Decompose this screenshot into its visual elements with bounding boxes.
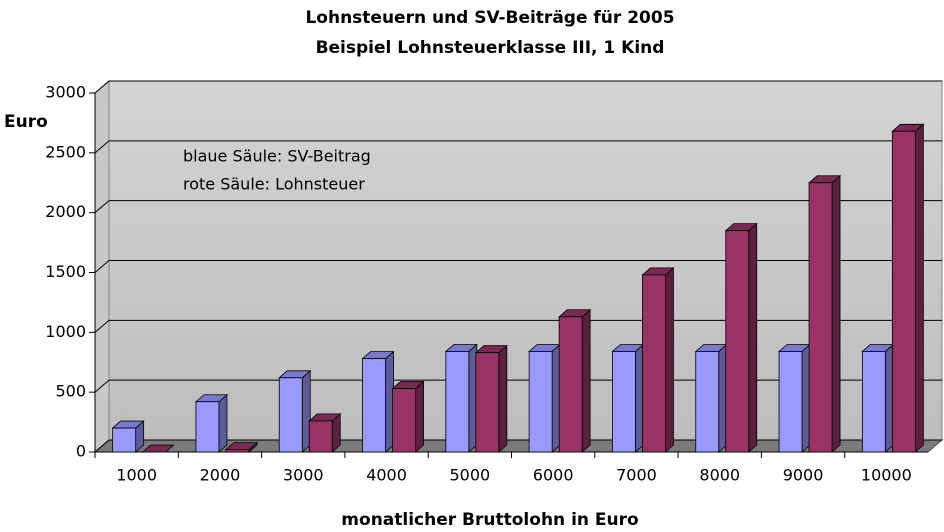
y-tick-label: 3000 (45, 83, 86, 102)
grid-line-side (94, 379, 110, 393)
grid-line-side (94, 319, 110, 333)
bar (612, 351, 636, 453)
bar-side (498, 344, 508, 453)
x-tick-label: 8000 (699, 466, 740, 485)
bar-top (141, 444, 175, 453)
bar (308, 420, 333, 453)
bar (725, 230, 750, 453)
chart-title: Lohnsteuern und SV-Beiträge für 2005 (305, 8, 674, 28)
bar (861, 351, 886, 453)
annotation: rote Säule: Lohnsteuer (183, 175, 365, 194)
x-axis-label: monatlicher Bruttolohn in Euro (341, 510, 638, 530)
bar-side (581, 308, 591, 453)
x-tick-label: 1000 (116, 466, 157, 485)
bar (195, 401, 220, 453)
bar-side (665, 267, 674, 453)
grid-line-side (94, 80, 110, 94)
chart-subtitle: Beispiel Lohnsteuerklasse III, 1 Kind (316, 38, 665, 58)
grid-line-side (94, 200, 110, 214)
y-tick-label: 0 (76, 442, 86, 461)
bar (891, 130, 916, 453)
bar (225, 449, 250, 453)
bar (392, 388, 416, 453)
y-tick-label: 1500 (45, 262, 86, 281)
x-tick-label: 3000 (283, 466, 324, 485)
x-tick-label: 5000 (449, 466, 490, 485)
grid-line-side (94, 439, 110, 453)
bar-side (218, 393, 228, 453)
bar (278, 377, 303, 453)
y-tick-label: 2500 (45, 142, 86, 161)
x-tick-label: 7000 (616, 466, 657, 485)
bar-side (831, 174, 841, 453)
x-tick-label: 6000 (533, 466, 574, 485)
bar (778, 351, 803, 453)
bar (695, 351, 720, 453)
bar (808, 182, 833, 453)
bar (475, 352, 500, 453)
bar (558, 316, 583, 453)
x-tick-label: 9000 (783, 466, 824, 485)
annotation: blaue Säule: SV-Beitrag (183, 147, 371, 166)
bar (445, 351, 470, 453)
bar (528, 351, 553, 453)
bar (362, 358, 386, 453)
x-tick-label: 4000 (366, 466, 407, 485)
grid-line-side (94, 260, 110, 273)
y-axis-label: Euro (4, 112, 48, 132)
y-tick-label: 500 (55, 382, 86, 401)
bar (642, 274, 666, 453)
bar-side (914, 123, 924, 453)
y-tick-label: 1000 (45, 322, 86, 341)
grid-line-side (94, 140, 110, 154)
bar-side (748, 222, 758, 453)
y-tick-label: 2000 (45, 202, 86, 221)
x-tick-label: 2000 (200, 466, 241, 485)
bar-side (415, 380, 424, 453)
x-tick-label: 10000 (861, 466, 912, 485)
bar (112, 427, 137, 453)
